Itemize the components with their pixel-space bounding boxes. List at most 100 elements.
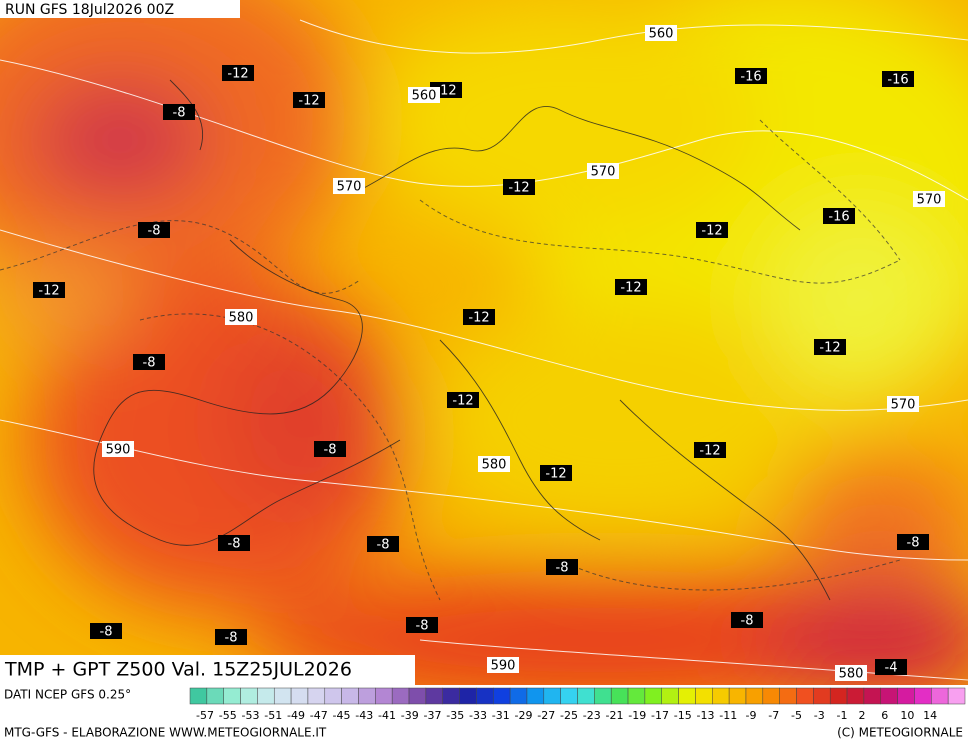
- color-bar-tick: -11: [719, 709, 737, 722]
- color-swatch: [594, 687, 612, 705]
- color-swatch: [796, 687, 814, 705]
- color-bar-tick: -39: [401, 709, 419, 722]
- run-box: [0, 0, 240, 18]
- height-label: 580: [839, 667, 864, 682]
- color-swatch: [526, 687, 545, 705]
- color-swatch: [560, 687, 578, 705]
- color-swatch: [712, 687, 730, 705]
- color-swatch: [914, 687, 932, 705]
- color-swatch: [476, 687, 494, 705]
- isotherm-label-box: [367, 536, 399, 552]
- isotherm-label: -8: [416, 619, 429, 634]
- color-bar-tick: -45: [333, 709, 351, 722]
- color-swatch: [240, 687, 258, 705]
- isotherm-label: -8: [143, 356, 156, 371]
- isotherm-label: -12: [298, 94, 319, 109]
- isotherm-label-box: [33, 282, 65, 298]
- isotherm-label: -12: [699, 444, 720, 459]
- isotherm-label: -8: [324, 443, 337, 458]
- isotherm-label: -16: [887, 73, 908, 88]
- color-bar-tick: -21: [606, 709, 624, 722]
- isotherm-label-box: [823, 208, 855, 224]
- color-swatch: [307, 687, 326, 705]
- isotherm-label-box: [615, 279, 647, 295]
- color-bar-tick: -51: [264, 709, 282, 722]
- isotherm-label-box: [694, 442, 726, 458]
- color-swatch: [678, 687, 696, 705]
- height-label: 580: [229, 311, 254, 326]
- isotherm-label-box: [696, 222, 728, 238]
- color-bar-tick: -55: [219, 709, 237, 722]
- isotherm-label: -12: [819, 341, 840, 356]
- color-swatch: [627, 687, 646, 705]
- color-bar-tick: -1: [837, 709, 848, 722]
- height-label-box: [102, 441, 134, 457]
- color-bar-tick: -19: [628, 709, 646, 722]
- isotherm-label: -8: [907, 536, 920, 551]
- color-swatch: [695, 687, 713, 705]
- height-label-box: [408, 87, 440, 103]
- color-swatch: [779, 687, 797, 705]
- color-swatch: [947, 687, 966, 705]
- isotherm-label-box: [133, 354, 165, 370]
- color-swatch: [425, 687, 443, 705]
- color-swatch: [829, 687, 848, 705]
- isotherm-label: -8: [556, 561, 569, 576]
- isotherm-label: -12: [435, 84, 456, 99]
- height-label: 560: [649, 27, 674, 42]
- isotherm-label-box: [882, 71, 914, 87]
- color-swatch: [341, 687, 359, 705]
- height-label: 580: [482, 458, 507, 473]
- credit: MTG-GFS - ELABORAZIONE WWW.METEOGIORNALE…: [4, 726, 327, 740]
- color-bar-tick: -31: [492, 709, 510, 722]
- color-bar-tick: -47: [310, 709, 328, 722]
- color-bar-tick: -57: [196, 709, 214, 722]
- color-swatch: [459, 687, 477, 705]
- color-bar-tick: -3: [814, 709, 825, 722]
- height-label-box: [225, 309, 257, 325]
- color-swatch: [358, 687, 376, 705]
- isotherm-label-box: [218, 535, 250, 551]
- color-bar-tick: -37: [424, 709, 442, 722]
- color-swatch: [324, 687, 342, 705]
- height-label: 570: [891, 398, 916, 413]
- isotherm-label-box: [163, 104, 195, 120]
- color-swatch: [543, 687, 561, 705]
- color-swatch: [391, 687, 410, 705]
- isotherm-label-box: [293, 92, 325, 108]
- color-swatch: [813, 687, 831, 705]
- isotherm-label: -8: [173, 106, 186, 121]
- color-swatch: [661, 687, 679, 705]
- isotherm-label: -12: [545, 467, 566, 482]
- color-swatch: [442, 687, 460, 705]
- color-swatch: [493, 687, 511, 705]
- isotherm-label: -16: [828, 210, 849, 225]
- color-bar-tick: 2: [859, 709, 866, 722]
- color-bar-tick: -15: [674, 709, 692, 722]
- color-swatch: [880, 687, 898, 705]
- copyright: (C) METEOGIORNALE: [837, 726, 963, 740]
- color-bar-tick: -49: [287, 709, 305, 722]
- color-swatch: [509, 687, 528, 705]
- color-bar-tick: -23: [583, 709, 601, 722]
- data-source: DATI NCEP GFS 0.25°: [4, 688, 131, 702]
- isotherm-label-box: [463, 309, 495, 325]
- height-label: 570: [917, 193, 942, 208]
- map-title: TMP + GPT Z500 Val. 15Z25JUL2026: [4, 659, 352, 681]
- isotherm-label: -8: [225, 631, 238, 646]
- height-label-box: [913, 191, 945, 207]
- color-swatch: [863, 687, 882, 705]
- color-swatch: [257, 687, 275, 705]
- isotherm-label-box: [406, 617, 438, 633]
- color-swatch: [846, 687, 865, 705]
- color-swatch: [375, 687, 393, 705]
- color-swatch: [577, 687, 595, 705]
- color-swatch: [610, 687, 629, 705]
- color-bar-tick: 6: [881, 709, 888, 722]
- isotherm-label-box: [503, 179, 535, 195]
- color-swatch: [290, 687, 309, 705]
- isotherm-label: -12: [227, 67, 248, 82]
- color-swatch: [644, 687, 662, 705]
- height-label-box: [487, 657, 519, 673]
